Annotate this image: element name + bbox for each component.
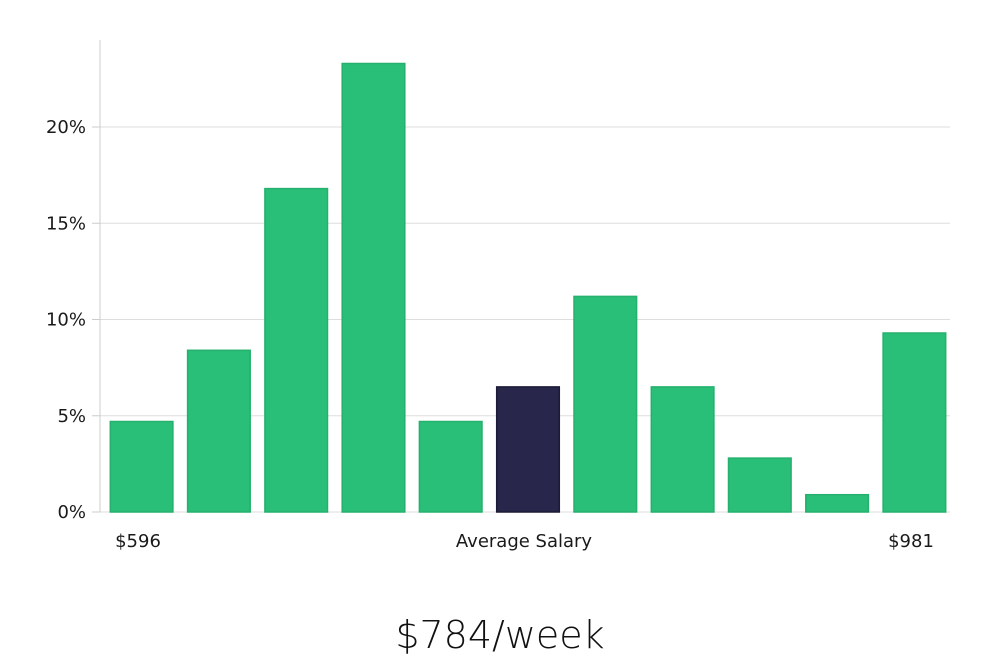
histogram-bar: [805, 493, 870, 513]
x-center-label: Average Salary: [456, 531, 593, 552]
y-tick-label: 15%: [46, 213, 86, 234]
histogram-bar: [341, 62, 406, 513]
x-right-label: $981: [888, 531, 934, 552]
histogram-bar-highlighted: [495, 386, 561, 513]
x-left-label: $596: [115, 531, 161, 552]
y-tick-label: 10%: [46, 310, 86, 331]
histogram-bar: [727, 457, 792, 513]
histogram-bar: [650, 386, 715, 513]
y-tick-label: 20%: [46, 117, 86, 138]
histogram-bar: [418, 420, 483, 513]
y-tick-label: 5%: [57, 406, 86, 427]
bar-layer: [109, 62, 947, 513]
y-tick-label: 0%: [57, 502, 86, 523]
histogram-bar: [573, 295, 638, 513]
histogram-bar: [109, 420, 174, 513]
average-salary-headline: $784/week: [395, 613, 604, 657]
y-tick-layer: 0% 5% 10% 15% 20%: [46, 117, 100, 523]
histogram-bar: [882, 332, 947, 513]
histogram-bar: [264, 187, 329, 513]
histogram-bar: [186, 349, 251, 513]
